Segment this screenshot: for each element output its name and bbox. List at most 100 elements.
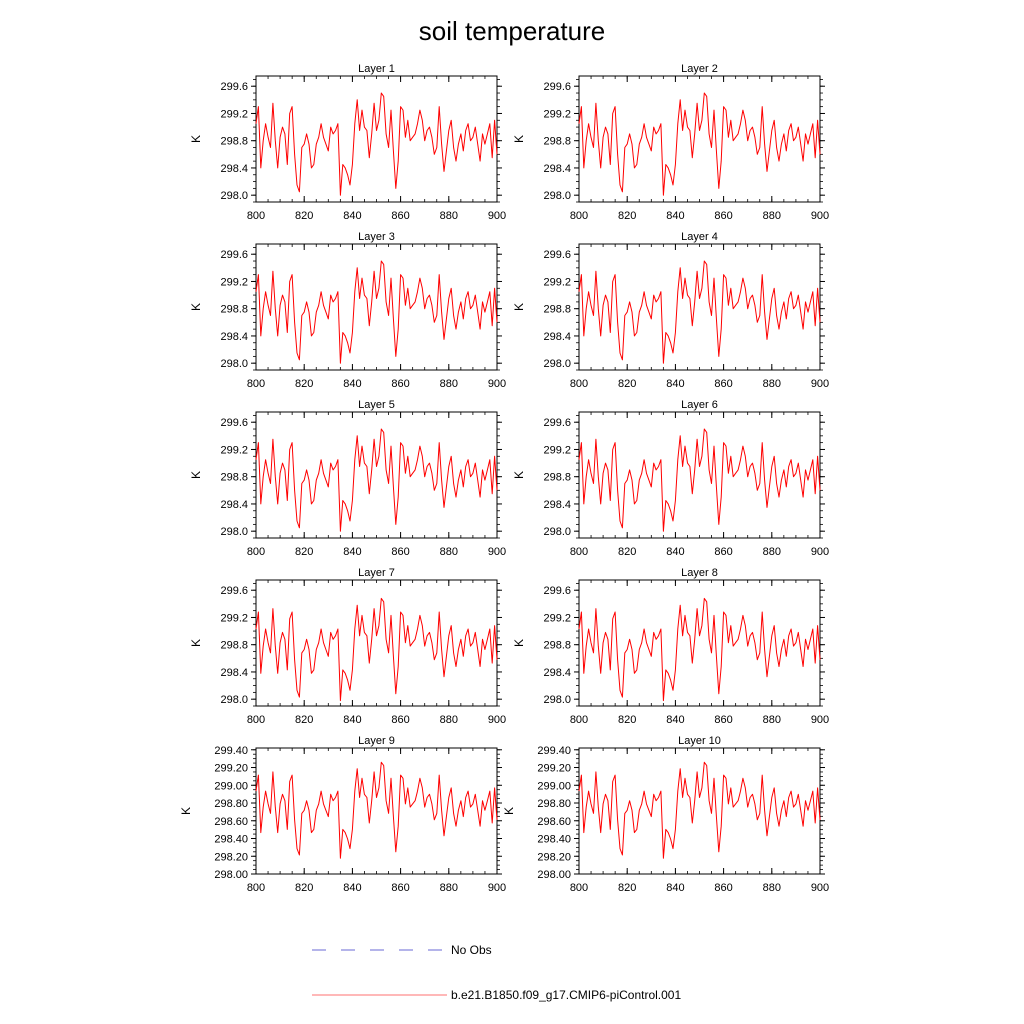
- y-tick-label: 298.4: [220, 499, 248, 511]
- panel-title: Layer 7: [358, 567, 395, 579]
- y-tick-label: 299.2: [543, 108, 571, 120]
- y-tick-label: 299.00: [214, 780, 248, 792]
- y-tick-label: 299.6: [220, 417, 248, 429]
- x-tick-label: 900: [811, 714, 829, 726]
- x-tick-label: 800: [247, 210, 265, 222]
- x-tick-label: 880: [440, 546, 458, 558]
- panel-title: Layer 5: [358, 399, 395, 411]
- y-tick-label: 299.6: [220, 585, 248, 597]
- plot-frame: [255, 579, 498, 707]
- x-tick-label: 800: [570, 546, 588, 558]
- y-axis-label: K: [512, 639, 526, 647]
- y-axis-label: K: [512, 135, 526, 143]
- x-tick-label: 820: [295, 546, 313, 558]
- y-tick-label: 298.8: [543, 640, 571, 652]
- y-tick-label: 298.8: [220, 640, 248, 652]
- y-axis-label: K: [512, 471, 526, 479]
- x-tick-label: 880: [763, 378, 781, 390]
- y-tick-label: 299.6: [543, 81, 571, 93]
- y-tick-label: 298.80: [214, 798, 248, 810]
- panel-layer-10: Layer 10 K 800 820 840 860 880 900 298.00 298.20 2…: [502, 735, 829, 894]
- y-tick-label: 298.4: [220, 331, 248, 343]
- x-tick-label: 880: [763, 210, 781, 222]
- x-tick-label: 800: [570, 714, 588, 726]
- x-tick-label: 880: [763, 882, 781, 894]
- series-line: [255, 597, 498, 702]
- y-tick-label: 299.2: [220, 276, 248, 288]
- y-tick-label: 298.0: [543, 526, 571, 538]
- y-tick-label: 298.20: [537, 851, 571, 863]
- x-tick-label: 800: [570, 378, 588, 390]
- x-tick-label: 860: [391, 882, 409, 894]
- plot-frame: [255, 243, 498, 371]
- y-tick-label: 298.8: [543, 472, 571, 484]
- legend-label-no-obs: No Obs: [451, 943, 492, 957]
- plot-frame: [578, 579, 821, 707]
- y-tick-label: 299.2: [220, 612, 248, 624]
- y-tick-label: 299.2: [543, 276, 571, 288]
- x-tick-label: 900: [488, 882, 506, 894]
- x-tick-label: 880: [440, 378, 458, 390]
- x-tick-label: 840: [343, 210, 361, 222]
- x-tick-label: 840: [343, 546, 361, 558]
- y-tick-label: 299.20: [537, 763, 571, 775]
- x-tick-label: 820: [295, 714, 313, 726]
- y-tick-label: 299.6: [543, 417, 571, 429]
- x-tick-label: 860: [391, 210, 409, 222]
- y-tick-label: 298.0: [543, 190, 571, 202]
- panel-layer-4: Layer 4 K 800 820 840 860 880 900 298.0 298.4 298.…: [512, 231, 829, 390]
- y-tick-label: 298.8: [543, 136, 571, 148]
- x-tick-label: 820: [618, 882, 636, 894]
- y-tick-label: 298.40: [214, 834, 248, 846]
- x-tick-label: 860: [391, 546, 409, 558]
- y-tick-label: 298.0: [543, 358, 571, 370]
- y-tick-label: 298.0: [220, 526, 248, 538]
- y-tick-label: 299.20: [214, 763, 248, 775]
- x-tick-label: 840: [666, 546, 684, 558]
- panel-title: Layer 10: [678, 735, 721, 747]
- y-tick-label: 298.8: [220, 304, 248, 316]
- y-tick-label: 298.0: [220, 190, 248, 202]
- panel-layer-8: Layer 8 K 800 820 840 860 880 900 298.0 298.4 298.…: [512, 567, 829, 726]
- x-tick-label: 860: [714, 378, 732, 390]
- y-tick-label: 298.4: [220, 163, 248, 175]
- y-tick-label: 299.2: [543, 612, 571, 624]
- series-line: [578, 428, 821, 532]
- x-tick-label: 900: [488, 210, 506, 222]
- panel-layer-3: Layer 3 K 800 820 840 860 880 900 298.0 298.4 298.…: [189, 231, 506, 390]
- x-tick-label: 820: [618, 714, 636, 726]
- y-tick-label: 299.6: [220, 81, 248, 93]
- x-tick-label: 900: [811, 546, 829, 558]
- y-tick-label: 298.4: [543, 499, 571, 511]
- series-line: [578, 761, 821, 859]
- legend-label-model: b.e21.B1850.f09_g17.CMIP6-piControl.001: [451, 988, 681, 1002]
- panel-title: Layer 2: [681, 63, 718, 75]
- plot-frame: [578, 75, 821, 203]
- x-tick-label: 880: [763, 546, 781, 558]
- x-tick-label: 820: [618, 546, 636, 558]
- y-tick-label: 299.6: [543, 585, 571, 597]
- x-tick-label: 820: [618, 210, 636, 222]
- y-tick-label: 298.40: [537, 834, 571, 846]
- panel-layer-2: Layer 2 K 800 820 840 860 880 900 298.0 298.4 298.…: [512, 63, 829, 222]
- panel-layer-5: Layer 5 K 800 820 840 860 880 900 298.0 298.4 298.…: [189, 399, 506, 558]
- y-axis-label: K: [179, 807, 193, 815]
- plot-frame: [255, 75, 498, 203]
- plot-frame: [255, 747, 498, 875]
- y-axis-label: K: [189, 639, 203, 647]
- x-tick-label: 800: [570, 882, 588, 894]
- y-tick-label: 298.80: [537, 798, 571, 810]
- y-tick-label: 299.2: [220, 444, 248, 456]
- y-tick-label: 299.40: [537, 745, 571, 757]
- y-tick-label: 298.00: [537, 869, 571, 881]
- y-tick-label: 298.20: [214, 851, 248, 863]
- x-tick-label: 840: [666, 882, 684, 894]
- x-tick-label: 860: [714, 882, 732, 894]
- series-line: [578, 260, 821, 364]
- x-tick-label: 860: [714, 714, 732, 726]
- x-tick-label: 880: [440, 714, 458, 726]
- y-tick-label: 298.4: [543, 331, 571, 343]
- y-tick-label: 298.8: [543, 304, 571, 316]
- x-tick-label: 800: [247, 378, 265, 390]
- legend: No Obs b.e21.B1850.f09_g17.CMIP6-piContr…: [312, 943, 681, 1002]
